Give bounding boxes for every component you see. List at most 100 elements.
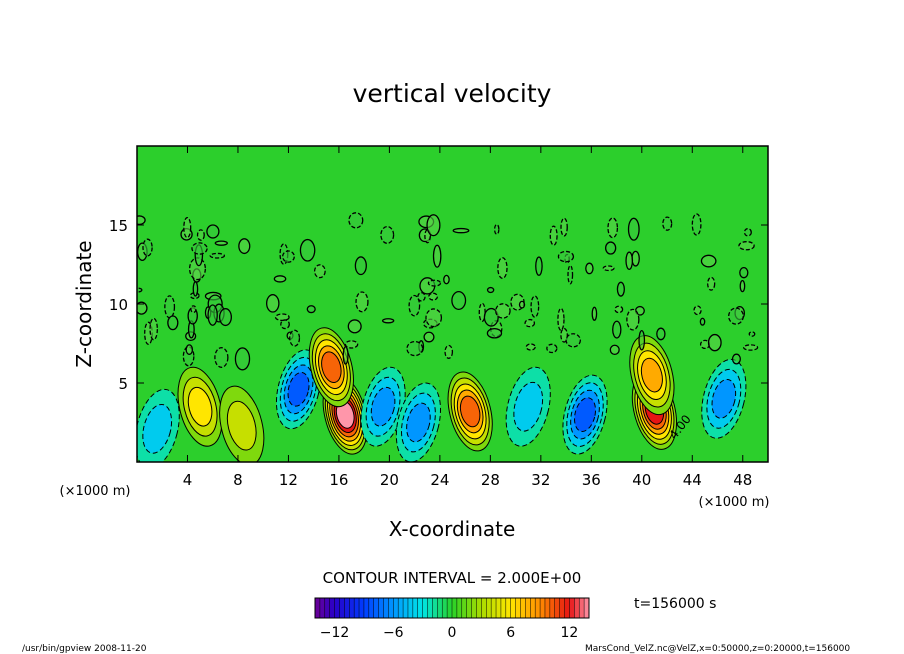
- turbulence-contour: [137, 301, 148, 315]
- turbulence-contour: [486, 286, 495, 294]
- colorbar-tick-label: 12: [561, 625, 579, 641]
- x-axis: 4 8 12 16 20 24 28 32 36 40 44 48 (×1000 m) (×1000 …: [60, 146, 770, 541]
- colorbar-swatch: [359, 598, 365, 618]
- turbulence-contour: [739, 279, 746, 293]
- turbulence-contour: [585, 262, 594, 275]
- x-unit-label: (×1000 m): [60, 484, 131, 499]
- turbulence-contour: [443, 274, 450, 285]
- turbulence-contour: [567, 264, 574, 285]
- turbulence-contour: [192, 281, 199, 297]
- colorbar-swatch: [354, 598, 360, 618]
- turbulence-contour: [214, 347, 229, 368]
- footer-right: MarsCond_VelZ.nc@VelZ,x=0:50000,z=0:2000…: [585, 644, 850, 654]
- colorbar-swatch: [452, 598, 458, 618]
- turbulence-contour: [497, 257, 508, 279]
- colorbar-swatch: [505, 598, 512, 618]
- colorbar-swatch: [344, 598, 350, 618]
- turbulence-contour: [602, 265, 615, 272]
- colorbar-swatch: [574, 598, 580, 618]
- colorbar-tick-label: 6: [506, 625, 515, 641]
- colorbar-swatch: [486, 598, 492, 618]
- turbulence-contour: [348, 212, 364, 229]
- turbulence-contour: [183, 216, 192, 239]
- turbulence-contour: [214, 240, 228, 246]
- turbulence-contour: [546, 343, 558, 354]
- colorbar-swatch: [549, 598, 556, 618]
- turbulence-contour: [560, 217, 568, 237]
- turbulence-contour: [426, 214, 441, 237]
- y-tick-label: 5: [118, 375, 128, 393]
- colorbar-swatch: [569, 598, 575, 618]
- x-tick-label: 12: [279, 471, 298, 489]
- colorbar-swatch: [334, 598, 340, 618]
- colorbar-swatch: [559, 598, 565, 618]
- turbulence-contour: [273, 275, 287, 283]
- turbulence-contour: [190, 305, 197, 314]
- colorbar-frame: [314, 597, 590, 619]
- colorbar-swatch: [500, 598, 507, 618]
- turbulence-contour: [614, 305, 624, 314]
- turbulence-contour: [530, 295, 540, 318]
- turbulence-contour: [425, 308, 443, 328]
- colorbar-swatch: [554, 598, 561, 618]
- turbulence-contour: [185, 344, 194, 355]
- colorbar-tick-label: −12: [320, 625, 350, 641]
- colorbar-swatch: [398, 598, 404, 618]
- feature-8-level-5: [459, 395, 481, 428]
- turbulence-contour: [700, 254, 717, 268]
- turbulence-contour: [662, 216, 673, 231]
- colorbar-swatch: [437, 598, 443, 618]
- turbulence-contour: [164, 295, 176, 319]
- turbulence-contour: [306, 305, 316, 314]
- y-tick-label: 15: [109, 217, 128, 235]
- turbulence-contour: [408, 294, 421, 317]
- feature-6-level-3: [370, 386, 396, 427]
- turbulence-contour: [428, 292, 438, 301]
- turbulence-contour: [604, 241, 617, 255]
- x-tick-label: 28: [481, 471, 500, 489]
- colorbar-swatch: [510, 598, 517, 618]
- turbulence-contour: [381, 318, 395, 324]
- turbulence-contour: [313, 264, 326, 279]
- x-unit-label-right: (×1000 m): [699, 495, 770, 510]
- colorbar-swatch: [471, 598, 477, 618]
- colorbar-swatch: [329, 598, 335, 618]
- x-tick-label: 44: [683, 471, 702, 489]
- colorbar-swatch: [540, 598, 546, 618]
- turbulence-contour: [342, 346, 349, 365]
- colorbar-swatch: [319, 598, 326, 618]
- colorbar-swatch: [388, 598, 394, 618]
- turbulence-contour: [691, 213, 702, 236]
- feature-13-level-3: [711, 378, 737, 419]
- turbulence-contour: [591, 306, 598, 321]
- colorbar-swatch: [525, 598, 531, 618]
- x-tick-label: 32: [531, 471, 550, 489]
- colorbar-swatch: [339, 598, 345, 618]
- turbulence-contour: [167, 315, 179, 331]
- turbulence-contour: [191, 242, 208, 255]
- turbulence-contour: [427, 279, 442, 287]
- turbulence-contour: [518, 300, 526, 309]
- y-axis: 5 10 15 Z-coordinate: [72, 217, 768, 393]
- colorbar-swatch: [584, 598, 590, 618]
- contour-interval: CONTOUR INTERVAL = 2.000E+00: [323, 569, 582, 587]
- turbulence-contour: [549, 225, 558, 246]
- feature-1-level-2: [226, 400, 257, 451]
- x-tick-label: 24: [430, 471, 449, 489]
- colorbar-swatch: [373, 598, 380, 618]
- turbulence-contour: [206, 224, 220, 239]
- colorbar-swatch: [368, 598, 375, 618]
- turbulence-contour: [748, 331, 756, 337]
- turbulence-contour: [631, 250, 640, 267]
- colorbar-swatch: [442, 598, 448, 618]
- turbulence-contour: [282, 250, 295, 263]
- turbulence-contour: [207, 304, 218, 326]
- turbulence-contour: [451, 290, 467, 311]
- colorbar-swatch: [422, 598, 428, 618]
- turbulence-contour: [612, 320, 622, 339]
- turbulence-contour: [452, 227, 470, 234]
- turbulence-contour: [280, 319, 290, 330]
- turbulence-contour: [560, 327, 568, 343]
- colorbar-swatch: [427, 598, 433, 618]
